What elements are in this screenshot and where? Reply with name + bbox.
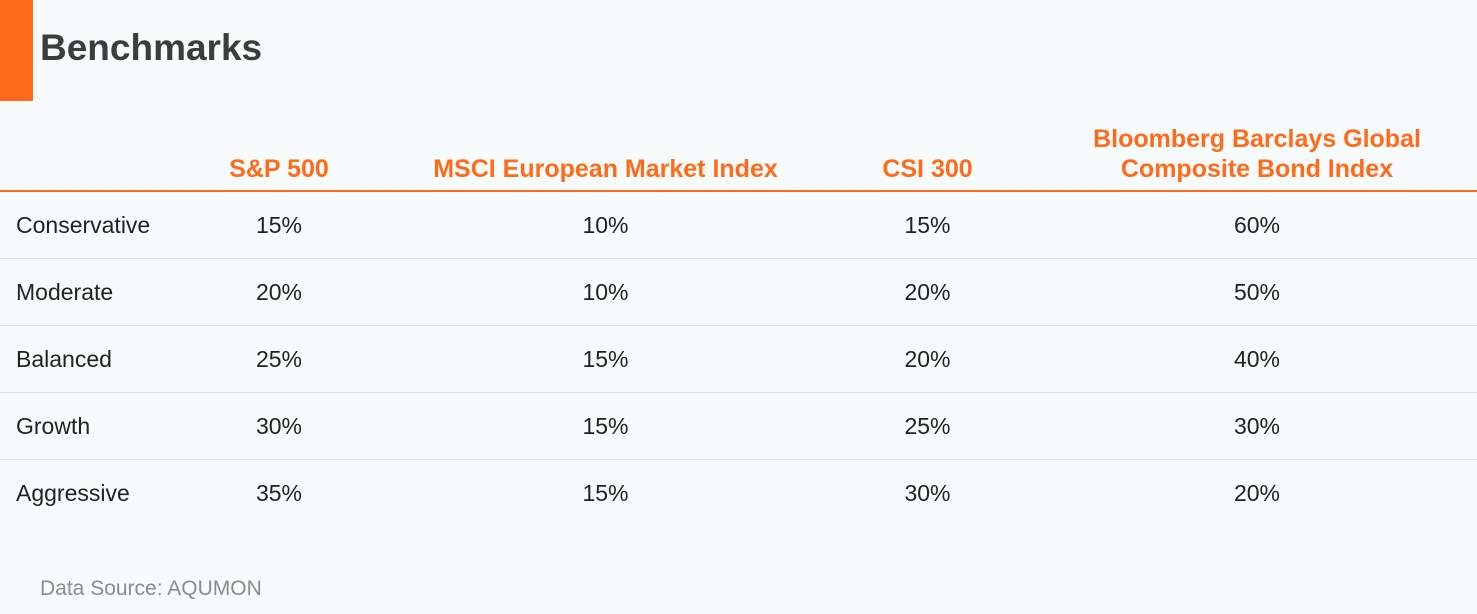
cell-value: 20%	[818, 325, 1037, 393]
cell-value: 25%	[818, 392, 1037, 460]
cell-value: 15%	[393, 392, 818, 460]
cell-value: 15%	[165, 191, 393, 259]
cell-value: 30%	[1037, 392, 1477, 460]
cell-value: 20%	[165, 258, 393, 326]
cell-value: 35%	[255, 479, 303, 506]
cell-value: 15%	[582, 479, 629, 506]
cell-value: 25%	[165, 325, 393, 393]
data-source-note: Data Source: AQUMON	[40, 577, 262, 600]
cell-value: 10%	[393, 258, 818, 326]
cell-value: 20%	[818, 258, 1037, 326]
cell-value: 60%	[1037, 191, 1477, 259]
row-label: Moderate	[0, 258, 165, 326]
row-label: Growth	[0, 392, 165, 460]
cell-value: 10%	[393, 191, 818, 259]
table-row: Conservative 15% 10% 15% 60%	[0, 191, 1477, 259]
cell-value: 15%	[393, 325, 818, 393]
table-header-row: S&P 500 MSCI European Market Index CSI 3…	[0, 110, 1477, 192]
cell-value: 30%	[904, 479, 951, 506]
cell-value: 50%	[1037, 258, 1477, 326]
row-label: Conservative	[0, 191, 165, 259]
table-row: Balanced 25% 15% 20% 40%	[0, 325, 1477, 393]
benchmarks-table: S&P 500 MSCI European Market Index CSI 3…	[0, 110, 1477, 526]
cell-value: 40%	[1037, 325, 1477, 393]
column-header-label	[0, 110, 165, 192]
table-row: Aggressive 35% 15% 30% 20%	[0, 460, 1477, 527]
table-row: Growth 30% 15% 25% 30%	[0, 392, 1477, 460]
table-row: Moderate 20% 10% 20% 50%	[0, 258, 1477, 326]
cell-value: 15%	[818, 191, 1037, 259]
cell-value: 30%	[165, 392, 393, 460]
row-label: Aggressive	[16, 479, 130, 506]
column-header-msci: MSCI European Market Index	[393, 110, 818, 192]
title-accent-bar	[0, 0, 33, 101]
cell-value: 20%	[1233, 479, 1281, 506]
column-header-bloomberg-text: Bloomberg Barclays Global Composite Bond…	[1093, 125, 1421, 183]
column-header-sp500: S&P 500	[165, 110, 393, 192]
column-header-csi300: CSI 300	[818, 110, 1037, 192]
row-label: Balanced	[0, 325, 165, 393]
column-header-bloomberg: Bloomberg Barclays Global Composite Bond…	[1037, 110, 1477, 192]
page-title: Benchmarks	[40, 27, 263, 68]
